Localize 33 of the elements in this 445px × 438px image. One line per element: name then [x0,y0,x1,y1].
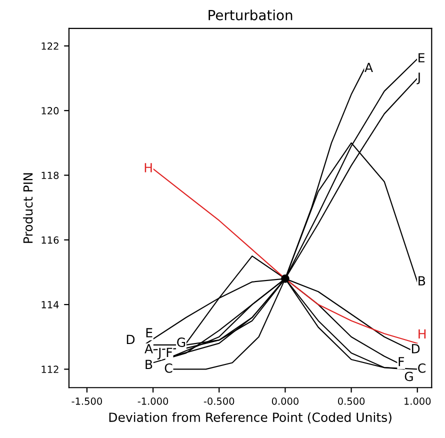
y-tick-label: 114 [42,301,59,308]
text: E [146,328,152,338]
text: C [418,363,426,373]
series-label: F [166,348,172,357]
x-tick-label: 0.000 [272,398,298,405]
y-tick-label: 118 [42,172,59,180]
series-label: J [416,72,420,84]
text: B [146,360,152,369]
x-tick-label: 0.500 [338,398,365,405]
x-tick-label: -1.000 [138,398,168,405]
y-tick-label: 122 [42,42,58,50]
text: A [364,62,373,72]
x-tick-label: 1.000 [404,398,431,405]
x-tick-label: -1.500 [72,398,102,405]
series-label: H [144,163,152,172]
text: H [418,329,426,338]
x-axis-title: Deviation from Reference Point (Coded Units) [109,412,392,424]
y-tick-label: 112 [42,366,58,373]
series-label: B [418,276,426,286]
y-axis-title: Product PIN [23,173,33,243]
y-tick-label: 116 [42,236,59,244]
text: G [404,372,413,382]
text: F [398,357,404,366]
text: D [126,334,135,344]
text: J [157,348,161,360]
y-tick-label: 120 [42,107,59,114]
series-label: A [144,344,153,354]
x-tick-label: -0.500 [204,398,234,405]
chart-title: Perturbation [208,10,292,20]
series-label: D [412,344,420,354]
series-label: G [177,338,186,347]
series-label: E [418,53,424,62]
series-label: C [164,363,172,373]
